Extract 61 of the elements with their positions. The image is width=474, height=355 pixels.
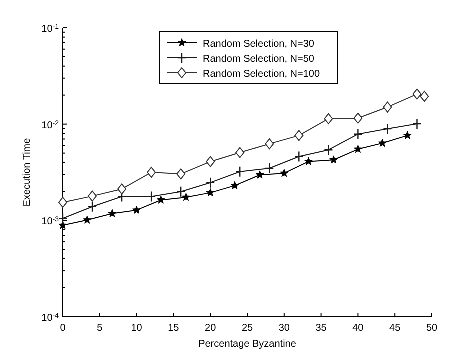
x-tick-label: 45 [390, 323, 402, 334]
x-tick-label: 30 [278, 323, 290, 334]
y-tick-label: 10$^{-1}$ [42, 24, 60, 35]
point [58, 221, 68, 230]
point [58, 213, 68, 224]
point [256, 170, 264, 179]
point [265, 138, 274, 150]
point [280, 169, 289, 178]
point [146, 191, 156, 202]
point [88, 201, 98, 212]
legend-label: Random Selection, N=50 [203, 54, 315, 65]
point [383, 123, 392, 135]
point [265, 162, 274, 174]
x-tick-label: 20 [205, 323, 217, 334]
x-tick-label: 50 [426, 323, 438, 334]
point [176, 186, 186, 198]
point [304, 157, 313, 166]
point [206, 177, 216, 188]
point [206, 188, 215, 197]
point [118, 184, 127, 195]
point [324, 113, 334, 124]
x-axis-title: Percentage Byzantine [198, 339, 297, 350]
x-tick-label: 5 [97, 323, 104, 334]
point [294, 130, 304, 142]
point [206, 156, 216, 168]
point [132, 206, 142, 214]
point [330, 156, 338, 164]
y-tick-label: 10$^{-3}$ [42, 216, 60, 228]
point [324, 144, 334, 156]
x-tick-label: 25 [242, 323, 254, 334]
x-tick-label: 0 [60, 323, 66, 334]
y-tick-label: 10$^{-4}$ [42, 312, 60, 324]
point [412, 118, 422, 130]
point [83, 216, 92, 224]
point [58, 197, 68, 208]
legend-label: Random Selection, N=100 [203, 69, 320, 80]
point [354, 128, 363, 140]
x-tick-label: 40 [352, 323, 364, 334]
point [354, 144, 362, 154]
y-axis-title: Execution Time [22, 138, 33, 207]
y-tick-label: 10$^{-2}$ [42, 120, 60, 132]
point [412, 88, 422, 100]
x-tick-label: 35 [316, 323, 328, 334]
x-tick-label: 10 [131, 323, 143, 334]
point [230, 181, 240, 190]
point [403, 131, 412, 140]
x-tick-label: 15 [168, 323, 180, 334]
point [147, 167, 156, 178]
point [378, 138, 387, 148]
point [156, 196, 166, 204]
point [236, 147, 245, 158]
point [108, 209, 117, 218]
point [294, 151, 304, 162]
point [88, 190, 98, 202]
point [182, 193, 190, 202]
point [420, 91, 430, 102]
legend-label: Random Selection, N=30 [203, 39, 315, 50]
point [176, 168, 186, 180]
point [354, 112, 363, 124]
point [236, 166, 245, 178]
point [383, 102, 392, 113]
